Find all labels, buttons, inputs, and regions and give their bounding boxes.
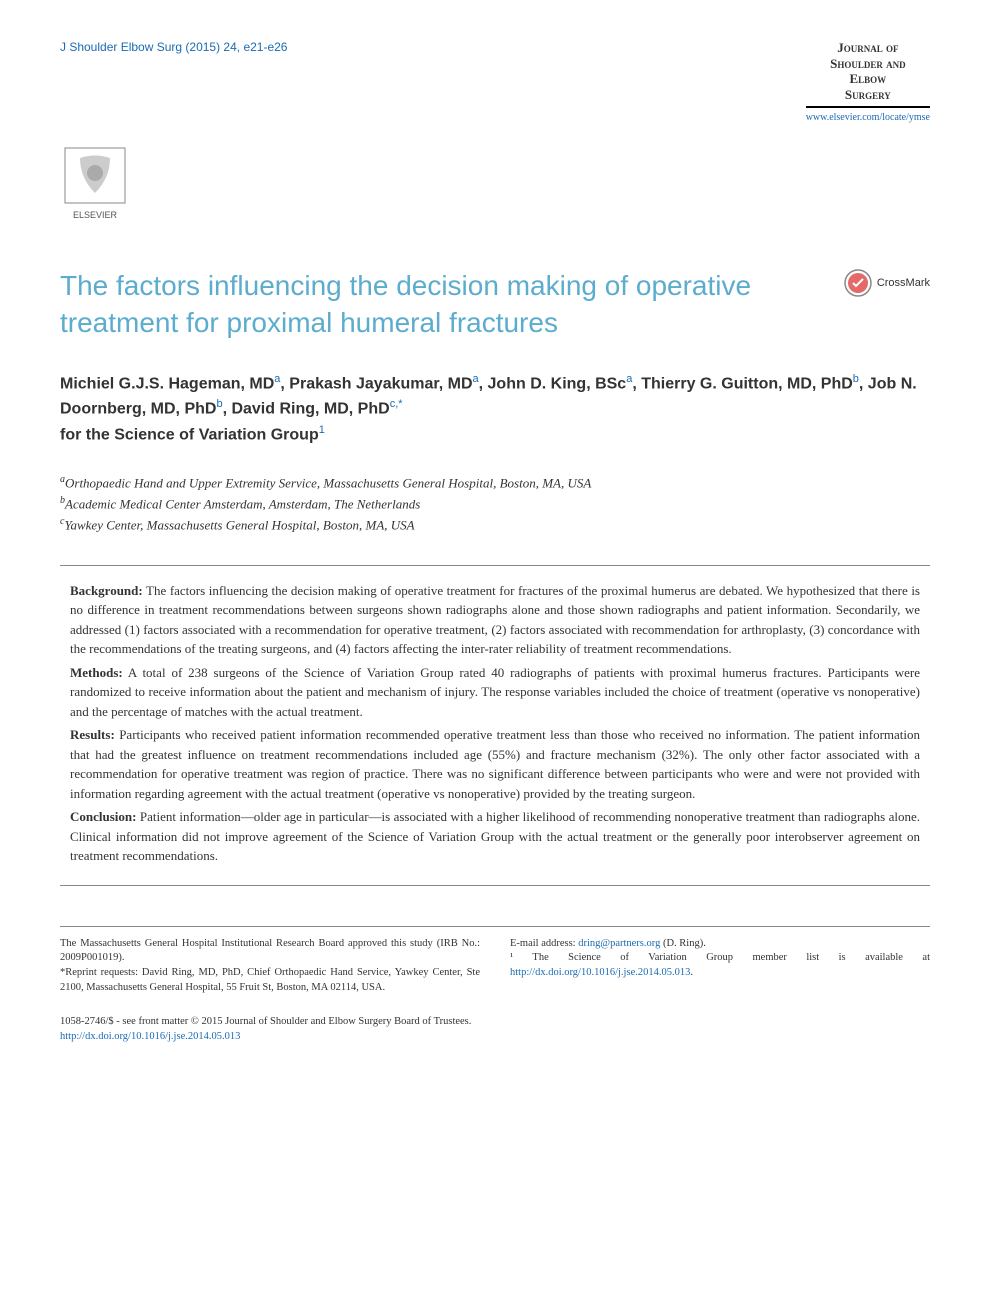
header-row: J Shoulder Elbow Surg (2015) 24, e21-e26…	[60, 40, 930, 123]
group-note-suffix: .	[690, 967, 693, 978]
footnotes-block: The Massachusetts General Hospital Insti…	[60, 926, 930, 996]
author-3: , John D. King, BSc	[479, 375, 627, 392]
author-1: Michiel G.J.S. Hageman, MD	[60, 375, 274, 392]
crossmark-label: CrossMark	[877, 277, 930, 289]
logo-row: ELSEVIER	[60, 143, 930, 228]
article-title: The factors influencing the decision mak…	[60, 268, 780, 341]
results-text: Participants who received patient inform…	[70, 727, 920, 801]
copyright-block: 1058-2746/$ - see front matter © 2015 Jo…	[60, 1015, 930, 1044]
conclusion-label: Conclusion:	[70, 809, 136, 824]
affiliations-block: aOrthopaedic Hand and Upper Extremity Se…	[60, 472, 930, 534]
author-4: , Thierry G. Guitton, MD, PhD	[632, 375, 852, 392]
journal-name-line1: Journal of	[806, 40, 930, 56]
affiliation-b: Academic Medical Center Amsterdam, Amste…	[65, 496, 420, 511]
elsevier-logo: ELSEVIER	[60, 143, 130, 228]
affiliation-c: Yawkey Center, Massachusetts General Hos…	[64, 517, 414, 532]
author-6-affil: c,	[390, 398, 399, 410]
journal-name-line2: Shoulder and	[806, 56, 930, 72]
doi-link[interactable]: http://dx.doi.org/10.1016/j.jse.2014.05.…	[60, 1031, 240, 1042]
author-6: , David Ring, MD, PhD	[223, 401, 390, 418]
conclusion-text: Patient information—older age in particu…	[70, 809, 920, 863]
authors-block: Michiel G.J.S. Hageman, MDa, Prakash Jay…	[60, 371, 930, 447]
author-group: for the Science of Variation Group	[60, 426, 319, 443]
abstract-box: Background: The factors influencing the …	[60, 565, 930, 886]
reprint-note: *Reprint requests: David Ring, MD, PhD, …	[60, 966, 480, 995]
author-2: , Prakash Jayakumar, MD	[280, 375, 472, 392]
methods-text: A total of 238 surgeons of the Science o…	[70, 665, 920, 719]
journal-name-line4: Surgery	[806, 87, 930, 103]
background-label: Background:	[70, 583, 143, 598]
irb-note: The Massachusetts General Hospital Insti…	[60, 937, 480, 966]
group-sup: 1	[319, 424, 325, 436]
email-label: E-mail address:	[510, 938, 578, 949]
citation-text: J Shoulder Elbow Surg (2015) 24, e21-e26	[60, 40, 287, 54]
journal-link[interactable]: www.elsevier.com/locate/ymse	[806, 112, 930, 123]
journal-header: Journal of Shoulder and Elbow Surgery ww…	[806, 40, 930, 123]
publisher-label: ELSEVIER	[73, 210, 118, 220]
crossmark-icon	[843, 268, 873, 298]
crossmark-badge[interactable]: CrossMark	[843, 268, 930, 298]
affiliation-a: Orthopaedic Hand and Upper Extremity Ser…	[65, 475, 591, 490]
title-row: The factors influencing the decision mak…	[60, 268, 930, 341]
group-note-prefix: ¹ The Science of Variation Group member …	[510, 952, 930, 963]
methods-label: Methods:	[70, 665, 123, 680]
copyright-line: 1058-2746/$ - see front matter © 2015 Jo…	[60, 1015, 930, 1030]
journal-name-line3: Elbow	[806, 71, 930, 87]
results-label: Results:	[70, 727, 115, 742]
group-doi-link[interactable]: http://dx.doi.org/10.1016/j.jse.2014.05.…	[510, 967, 690, 978]
corresponding-asterisk: *	[398, 398, 402, 410]
background-text: The factors influencing the decision mak…	[70, 583, 920, 657]
email-suffix: (D. Ring).	[660, 938, 706, 949]
email-link[interactable]: dring@partners.org	[578, 938, 660, 949]
